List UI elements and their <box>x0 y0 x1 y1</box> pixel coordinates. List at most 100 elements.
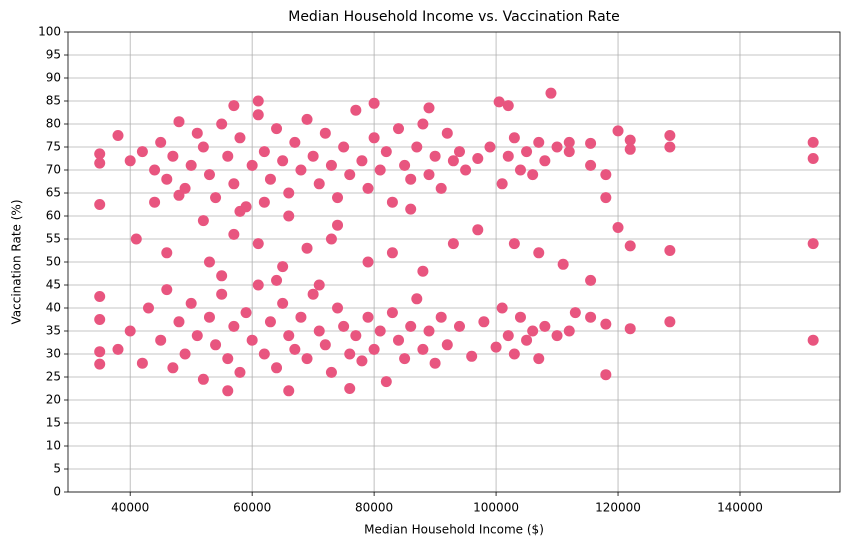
point <box>325 233 337 245</box>
point <box>94 291 106 302</box>
point <box>624 134 636 146</box>
point <box>527 325 539 337</box>
point <box>612 222 624 233</box>
point <box>533 353 545 365</box>
point <box>258 196 270 208</box>
point <box>344 383 356 394</box>
point <box>173 116 185 128</box>
point <box>453 320 465 332</box>
point <box>807 153 819 164</box>
point <box>380 146 392 158</box>
y-tick-label: 80 <box>46 117 61 131</box>
point <box>585 311 597 323</box>
point <box>271 274 283 286</box>
point <box>338 320 350 332</box>
point <box>441 339 453 351</box>
point <box>496 178 508 190</box>
point <box>185 297 197 309</box>
y-tick-label: 0 <box>53 485 61 499</box>
point <box>417 118 429 130</box>
y-tick-label: 15 <box>46 416 61 430</box>
point <box>240 307 252 319</box>
point <box>664 316 676 328</box>
point <box>234 366 246 378</box>
y-tick-label: 60 <box>46 209 61 223</box>
point <box>569 307 581 319</box>
point <box>307 288 319 300</box>
y-tick-label: 45 <box>46 278 61 292</box>
point <box>344 169 356 181</box>
point <box>350 104 362 116</box>
point <box>191 330 203 342</box>
point <box>167 362 179 374</box>
point <box>264 173 276 185</box>
point <box>496 302 508 314</box>
point <box>447 238 459 250</box>
x-tick-label: 60000 <box>233 501 271 515</box>
point <box>807 238 819 250</box>
x-tick-label: 40000 <box>111 501 149 515</box>
point <box>807 334 819 346</box>
point <box>191 127 203 139</box>
point <box>472 224 484 236</box>
point <box>203 169 215 181</box>
point <box>136 146 148 158</box>
point <box>234 205 246 217</box>
point <box>508 132 520 144</box>
plot-frame <box>67 31 841 493</box>
point <box>612 125 624 137</box>
point <box>374 325 386 337</box>
point <box>155 136 167 148</box>
point <box>453 146 465 158</box>
point <box>539 155 551 167</box>
point <box>600 318 612 330</box>
point <box>484 141 496 153</box>
point <box>124 155 136 167</box>
x-tick-label: 80000 <box>355 501 393 515</box>
y-axis-label: Vaccination Rate (%) <box>10 199 24 324</box>
point <box>664 130 676 141</box>
point <box>167 150 179 162</box>
point <box>508 238 520 250</box>
point <box>362 256 374 268</box>
point <box>216 270 228 282</box>
y-tick-label: 5 <box>53 462 61 476</box>
point <box>435 311 447 323</box>
point <box>356 355 368 367</box>
point <box>222 353 234 365</box>
point <box>258 146 270 158</box>
point <box>301 242 313 254</box>
y-tick-label: 50 <box>46 255 61 269</box>
point <box>393 334 405 346</box>
point <box>521 334 533 346</box>
point <box>521 146 533 158</box>
point <box>210 192 222 204</box>
point <box>173 189 185 201</box>
point <box>502 330 514 342</box>
point <box>551 330 563 342</box>
y-tick-label: 85 <box>46 94 61 108</box>
point <box>368 132 380 144</box>
point <box>472 153 484 164</box>
point <box>301 113 313 125</box>
y-tick-label: 100 <box>38 25 61 39</box>
point <box>356 155 368 167</box>
point <box>423 102 435 114</box>
point <box>664 141 676 153</box>
point <box>435 182 447 194</box>
x-tick-label: 100000 <box>473 501 519 515</box>
x-axis-label: Median Household Income ($) <box>364 523 544 537</box>
point <box>228 100 240 112</box>
point <box>130 233 142 245</box>
point <box>185 159 197 171</box>
point <box>142 302 154 314</box>
point <box>264 316 276 328</box>
y-tick-label: 65 <box>46 186 61 200</box>
point <box>600 169 612 181</box>
chart-title: Median Household Income vs. Vaccination … <box>288 9 620 25</box>
point <box>313 325 325 337</box>
point <box>94 148 106 160</box>
point <box>246 334 258 346</box>
point <box>624 240 636 252</box>
point <box>338 141 350 153</box>
